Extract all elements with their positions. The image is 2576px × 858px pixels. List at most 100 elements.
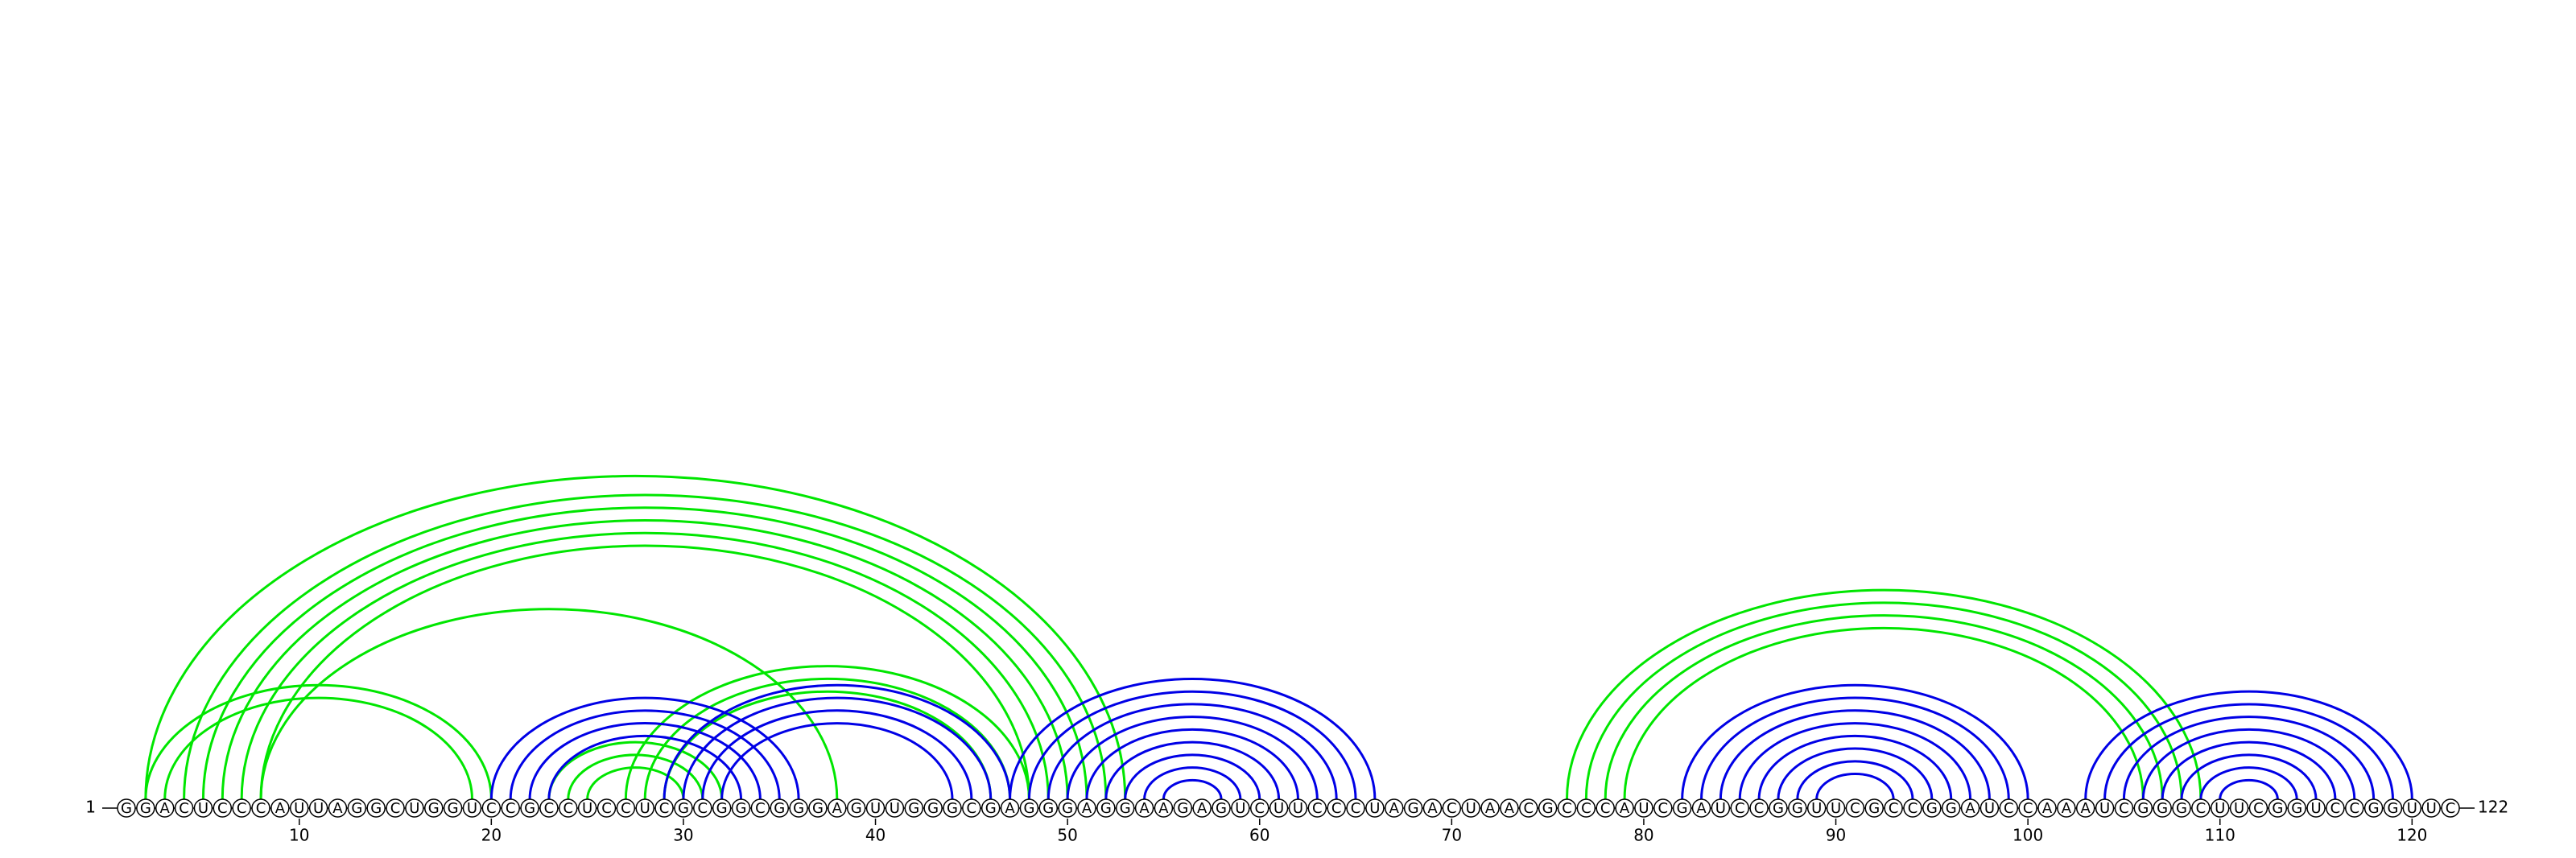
nucleotide-letter: A — [1965, 800, 1975, 817]
nucleotide-letter: G — [851, 800, 862, 817]
nucleotide-letter: G — [985, 800, 997, 817]
nucleotide-letter: G — [1177, 800, 1188, 817]
pair-arc — [1681, 683, 2029, 800]
nucleotide-letter: U — [409, 800, 419, 817]
nucleotide-letter: U — [640, 800, 650, 817]
nucleotide — [308, 798, 328, 818]
nucleotide — [2037, 798, 2057, 818]
nucleotide-letter: C — [1447, 800, 1457, 817]
nucleotide — [193, 798, 213, 818]
nucleotide — [635, 798, 654, 818]
nucleotide-letter: G — [351, 800, 362, 817]
arcs — [144, 474, 2413, 800]
nucleotide — [1096, 798, 1116, 818]
nucleotide-letter: G — [1120, 800, 1131, 817]
nucleotide — [712, 798, 732, 818]
pair-arc — [259, 544, 1030, 800]
nucleotide-letter: C — [967, 800, 977, 817]
nucleotide — [1442, 798, 1462, 818]
nucleotide — [865, 798, 886, 818]
nucleotide — [1615, 798, 1634, 818]
nucleotide — [1845, 798, 1865, 818]
nucleotide — [693, 798, 712, 818]
nucleotide — [597, 798, 617, 818]
nucleotide-letter: G — [1946, 800, 1957, 817]
nucleotide — [1115, 798, 1135, 818]
tick-label: 60 — [1249, 826, 1269, 845]
pair-arc — [1738, 722, 1972, 800]
pair-arc — [1777, 747, 1934, 800]
nucleotide-letter: C — [506, 800, 516, 817]
nucleotide — [980, 798, 1001, 818]
nucleotide-letter: G — [1677, 800, 1688, 817]
nucleotide — [808, 798, 828, 818]
nucleotide — [1134, 798, 1154, 818]
tick-label: 30 — [673, 826, 693, 845]
tick-label: 70 — [1442, 826, 1462, 845]
nucleotide-letter: A — [1505, 800, 1515, 817]
nucleotide-letter: U — [582, 800, 592, 817]
tick-label: 80 — [1633, 826, 1653, 845]
nucleotide-letter: C — [755, 800, 766, 817]
nucleotide — [1769, 798, 1788, 818]
nucleotide-letter: C — [1754, 800, 1765, 817]
nucleotide — [1538, 798, 1558, 818]
nucleotide-letter: C — [217, 800, 228, 817]
tick-label: 120 — [2396, 826, 2427, 845]
nucleotide-letter: C — [601, 800, 612, 817]
nucleotide — [347, 798, 367, 818]
nucleotide — [481, 798, 502, 818]
pair-arc — [720, 722, 954, 800]
nucleotide-letter: U — [1984, 800, 1995, 817]
nucleotide — [366, 798, 386, 818]
nucleotide-letter: U — [1831, 800, 1841, 817]
nucleotide — [577, 798, 597, 818]
pair-arc — [1027, 690, 1357, 800]
pair-arc — [2141, 728, 2356, 800]
pair-arc — [1757, 734, 1953, 800]
nucleotide-letter: C — [1523, 800, 1534, 817]
nucleotide — [1249, 798, 1269, 818]
nucleotide-letter: G — [812, 800, 824, 817]
nucleotide — [136, 798, 155, 818]
nucleotide-letter: C — [659, 800, 670, 817]
nucleotide — [328, 798, 348, 818]
nucleotide — [2287, 798, 2306, 818]
pair-arc — [489, 696, 800, 800]
nucleotide — [789, 798, 808, 818]
pair-arc — [528, 722, 762, 800]
pair-arc — [221, 519, 1069, 800]
nucleotide-letter: G — [793, 800, 804, 817]
nucleotide-letter: G — [1542, 800, 1554, 817]
nucleotide — [1422, 798, 1443, 818]
nucleotide — [1788, 798, 1807, 818]
nucleotide — [2268, 798, 2288, 818]
nucleotide — [1653, 798, 1673, 818]
nucleotide — [1691, 798, 1711, 818]
nucleotide-letter: A — [1389, 800, 1400, 817]
nucleotide — [654, 798, 674, 818]
pair-arc — [1719, 709, 1991, 800]
nucleotide — [1307, 798, 1327, 818]
nucleotide — [1346, 798, 1365, 818]
nucleotide — [770, 798, 789, 818]
nucleotide — [251, 798, 270, 818]
nucleotide — [1634, 798, 1653, 818]
tick-label: 110 — [2205, 826, 2235, 845]
nucleotide-letter: A — [1139, 800, 1150, 817]
nucleotide-letter: A — [1427, 800, 1438, 817]
nucleotide — [1461, 798, 1480, 818]
nucleotide-letter: U — [198, 800, 208, 817]
nucleotide-letter: U — [313, 800, 324, 817]
tick-label: 10 — [289, 826, 309, 845]
nucleotide-letter: G — [140, 800, 151, 817]
nucleotide-letter: U — [294, 800, 304, 817]
nucleotide-letter: G — [736, 800, 747, 817]
pair-arc — [2122, 716, 2376, 800]
nucleotide — [2133, 798, 2153, 818]
nucleotide-letter: C — [237, 800, 247, 817]
nucleotide-letter: G — [947, 800, 958, 817]
nucleotide-letter: G — [2388, 800, 2399, 817]
nucleotide — [1327, 798, 1346, 818]
